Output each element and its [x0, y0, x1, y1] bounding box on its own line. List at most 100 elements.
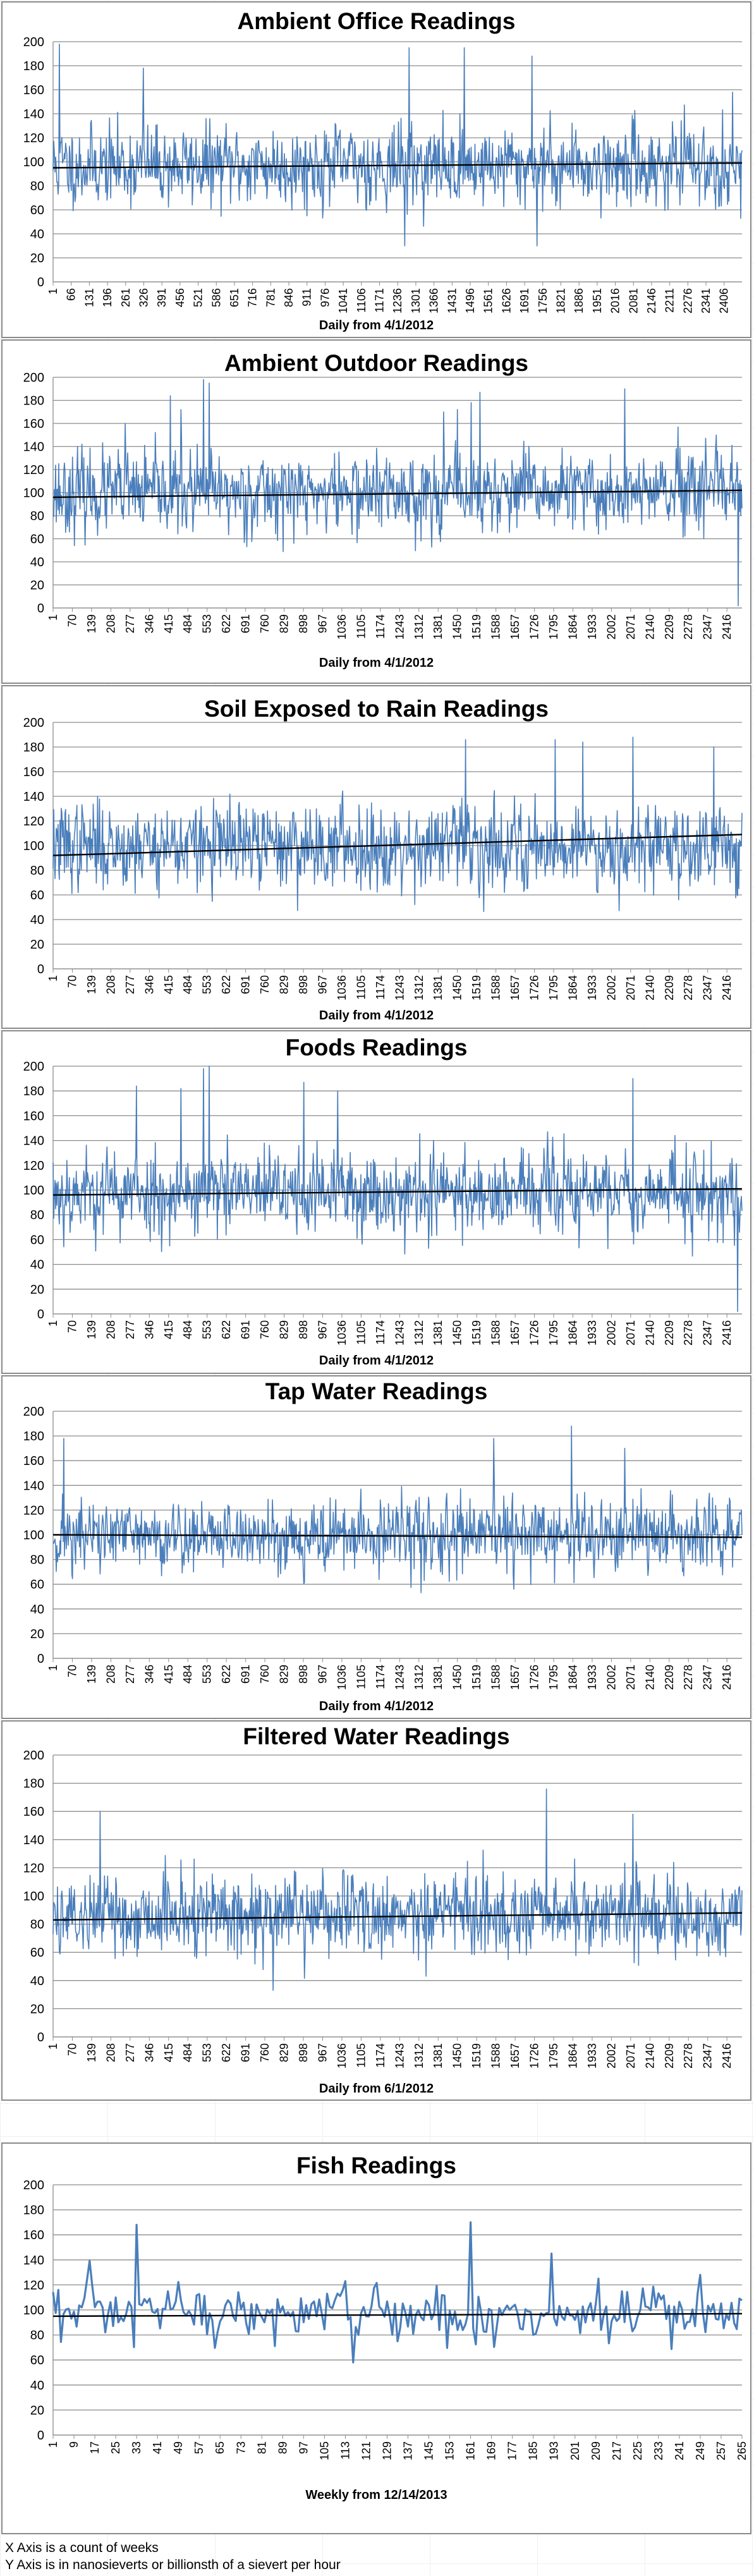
y-tick-label: 40: [30, 1603, 44, 1617]
x-tick-label: 760: [258, 1320, 271, 1339]
x-tick-label: 2140: [643, 1665, 656, 1690]
y-tick-label: 20: [30, 252, 44, 265]
x-tick-label: 1795: [547, 975, 560, 1000]
x-tick-label: 1381: [432, 1665, 444, 1690]
x-tick-label: 346: [143, 1320, 155, 1339]
y-tick-label: 160: [23, 765, 44, 779]
x-tick-label: 484: [181, 614, 194, 633]
x-tick-label: 2416: [721, 1665, 733, 1690]
x-tick-label: 1: [47, 1320, 59, 1327]
x-tick-label: 415: [162, 975, 175, 994]
y-tick-label: 80: [30, 1553, 44, 1567]
y-tick-label: 160: [23, 1109, 44, 1123]
x-tick-label: 261: [119, 288, 132, 307]
chart-ambient-outdoor-svg: Ambient Outdoor Readings 0 20 40 60 80 100 120 1…: [23, 350, 743, 670]
x-tick-label: 691: [240, 2043, 252, 2062]
data-series-line: [52, 1066, 743, 1312]
y-tick-label: 180: [23, 1777, 44, 1791]
x-axis-title: Daily from 4/1/2012: [319, 656, 434, 670]
x-tick-label: 1105: [355, 614, 367, 639]
x-tick-label: 2140: [643, 1320, 656, 1346]
x-tick-label: 967: [316, 614, 329, 633]
x-tick-label: 829: [278, 614, 291, 633]
y-tick-label: 120: [23, 2278, 44, 2292]
x-axis-title: Daily from 4/1/2012: [319, 1699, 434, 1713]
x-tick-label: 2416: [721, 2043, 733, 2069]
x-tick-label: 2416: [721, 614, 733, 640]
x-tick-label: 553: [201, 614, 214, 633]
x-tick-label: 121: [360, 2441, 372, 2460]
x-axis-title: Daily from 4/1/2012: [319, 1009, 434, 1023]
x-tick-label: 2209: [663, 614, 676, 640]
x-tick-label: 1795: [547, 2043, 560, 2069]
y-tick-label: 80: [30, 1918, 44, 1932]
x-tick-label: 1312: [413, 614, 425, 640]
chart-title: Ambient Outdoor Readings: [224, 350, 528, 376]
x-tick-label: 1691: [518, 288, 531, 313]
x-tick-label: 49: [172, 2441, 185, 2454]
x-tick-label: 1519: [470, 614, 483, 640]
chart-ambient-outdoor[interactable]: Ambient Outdoor Readings 0 20 40 60 80 100 120 1…: [1, 339, 751, 684]
x-tick-label: 1864: [566, 614, 579, 640]
x-tick-label: 2071: [624, 975, 637, 1000]
chart-tap-water[interactable]: Tap Water Readings 0 20 40 60 80 100 120 140 160 1…: [1, 1375, 751, 1719]
x-tick-label: 169: [485, 2441, 498, 2460]
x-tick-label: 622: [220, 1665, 233, 1684]
x-tick-label: 2140: [643, 975, 656, 1000]
x-tick-label: 346: [143, 2043, 155, 2062]
trendline: [52, 1912, 743, 1921]
x-tick-label: 1726: [528, 1665, 541, 1690]
x-tick-label: 1450: [451, 975, 464, 1000]
x-tick-label: 967: [316, 1320, 329, 1339]
x-tick-label: 484: [181, 2043, 194, 2062]
x-tick-label: 346: [143, 614, 155, 633]
chart-tap-water-svg: Tap Water Readings 0 20 40 60 80 100 120 140 160 1…: [23, 1378, 743, 1713]
y-tick-label: 100: [23, 1890, 44, 1904]
x-tick-label: 1657: [509, 614, 521, 640]
chart-fish[interactable]: Fish Readings 0 20 40 60 80 100 120 140 160 180 200…: [1, 2142, 751, 2534]
x-tick-label: 1036: [336, 2043, 348, 2069]
x-tick-label: 456: [174, 288, 186, 307]
data-series-line: [52, 1788, 743, 1991]
x-tick-label: 70: [66, 2043, 78, 2056]
x-tick-label: 257: [715, 2441, 727, 2460]
x-tick-label: 622: [220, 614, 233, 633]
chart-foods[interactable]: Foods Readings 0 20 40 60 80 100 120 140 160 180 20…: [1, 1030, 751, 1374]
x-tick-label: 196: [101, 288, 114, 307]
x-tick-label: 2146: [645, 288, 658, 313]
x-tick-label: 277: [124, 975, 137, 994]
y-tick-label: 0: [37, 1308, 44, 1321]
x-tick-label: 2071: [624, 2043, 637, 2069]
x-tick-label: 9: [68, 2441, 80, 2448]
x-tick-label: 781: [264, 288, 277, 307]
x-tick-label: 846: [283, 288, 295, 307]
y-tick-label: 120: [23, 1504, 44, 1517]
x-tick-label: 898: [297, 1665, 310, 1684]
x-tick-label: 1312: [413, 1665, 425, 1690]
chart-filtered-water[interactable]: Filtered Water Readings 0 20 40 60 80 100 120 14…: [1, 1720, 751, 2101]
x-tick-label: 415: [162, 1665, 175, 1684]
x-tick-label: 1519: [470, 2043, 483, 2069]
x-tick-label: 760: [258, 2043, 271, 2062]
x-tick-label: 716: [246, 288, 259, 307]
x-tick-label: 139: [85, 975, 98, 994]
x-tick-label: 208: [104, 614, 117, 633]
x-tick-label: 326: [137, 288, 150, 307]
x-tick-label: 691: [240, 614, 252, 633]
x-tick-label: 209: [590, 2441, 602, 2460]
x-tick-label: 1588: [490, 975, 502, 1000]
x-tick-label: 1726: [528, 2043, 541, 2069]
x-tick-label: 249: [694, 2441, 707, 2460]
x-tick-label: 277: [124, 1665, 137, 1684]
x-tick-label: 1795: [547, 1320, 560, 1346]
y-tick-label: 60: [30, 204, 44, 217]
x-tick-label: 277: [124, 2043, 137, 2062]
x-tick-label: 1864: [566, 975, 579, 1000]
y-tick-label: 100: [23, 487, 44, 501]
y-tick-label: 60: [30, 533, 44, 547]
x-tick-label: 2071: [624, 1320, 637, 1346]
x-tick-label: 1105: [355, 1320, 367, 1345]
chart-soil-exposed-to-rain[interactable]: Soil Exposed to Rain Readings 0 20 40 60 80 10…: [1, 685, 751, 1029]
chart-ambient-office[interactable]: Ambient Office Readings 0 20 40 60 80 100 120 14…: [1, 1, 751, 338]
x-tick-label: 2140: [643, 614, 656, 640]
